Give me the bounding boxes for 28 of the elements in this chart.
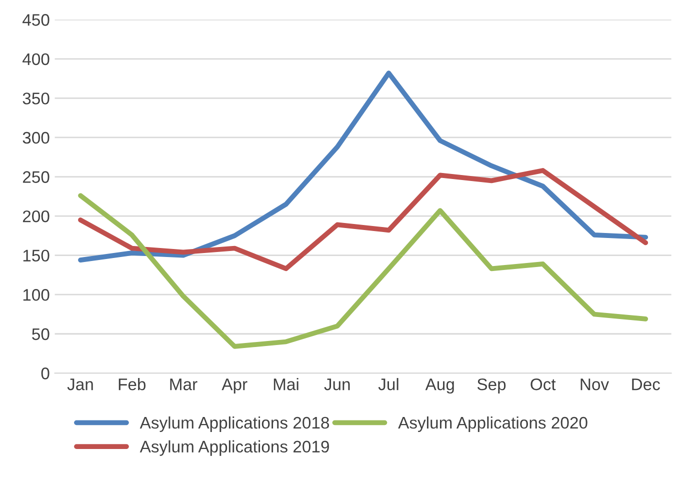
y-tick-label: 200	[22, 210, 50, 222]
x-tick-label: Jul	[378, 378, 398, 390]
y-tick-label: 0	[41, 368, 50, 380]
y-tick-label: 50	[32, 328, 50, 340]
x-tick-label: Oct	[530, 378, 556, 390]
x-tick-label: Jun	[324, 378, 350, 390]
y-tick-label: 150	[23, 250, 50, 262]
line-series	[78, 168, 648, 272]
x-tick-label: Mar	[170, 378, 198, 390]
legend-label: Asylum Applications 2018	[140, 416, 330, 432]
x-tick-label: Nov	[580, 378, 609, 390]
x-tick-label: Apr	[222, 378, 248, 394]
legend-label: Asylum Applications 2019	[140, 440, 329, 456]
x-tick-label: Sep	[477, 378, 506, 394]
y-tick-label: 100	[23, 289, 50, 301]
x-tick-label: Feb	[118, 378, 146, 390]
y-tick-label: 350	[22, 92, 50, 104]
line-series	[78, 70, 648, 262]
x-tick-label: Jan	[67, 378, 93, 390]
line-series	[78, 193, 648, 349]
x-tick-label: Dec	[632, 378, 660, 390]
y-tick-label: 450	[22, 14, 50, 26]
x-tick-label: Mai	[274, 378, 298, 390]
x-tick-label: Aug	[425, 378, 454, 394]
y-tick-label: 250	[22, 171, 50, 183]
y-tick-label: 300	[22, 132, 50, 144]
y-tick-label: 400	[22, 53, 50, 66]
legend-label: Asylum Applications 2020	[398, 416, 588, 432]
